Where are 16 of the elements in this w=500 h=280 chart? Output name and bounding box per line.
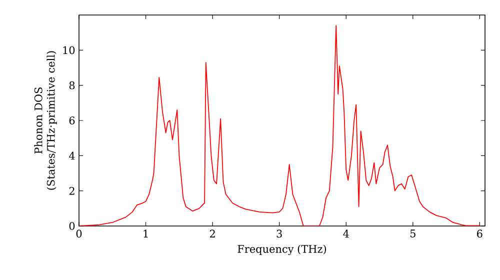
- y-axis-title: Phonon DOS (States/THz·primitive cell): [34, 51, 57, 190]
- x-tick-label: 1: [144, 230, 148, 238]
- y-tick-label: 2: [69, 186, 74, 195]
- x-tick-label: 2: [210, 230, 215, 238]
- x-tick-label: 0: [76, 230, 82, 238]
- x-axis-title: Frequency (THz): [238, 244, 326, 256]
- line-series: [79, 25, 480, 226]
- y-tick-label: 6: [69, 116, 75, 124]
- y-tick-label: 4: [68, 152, 75, 160]
- x-tick-label: 5: [410, 230, 416, 238]
- y-tick-label: 0: [69, 222, 75, 230]
- y-tick-label: 8: [69, 81, 75, 90]
- x-tick-label: 3: [276, 230, 282, 238]
- y-tick-label: 10: [63, 46, 75, 54]
- x-tick-label: 6: [477, 230, 482, 238]
- x-tick-label: 4: [343, 230, 349, 238]
